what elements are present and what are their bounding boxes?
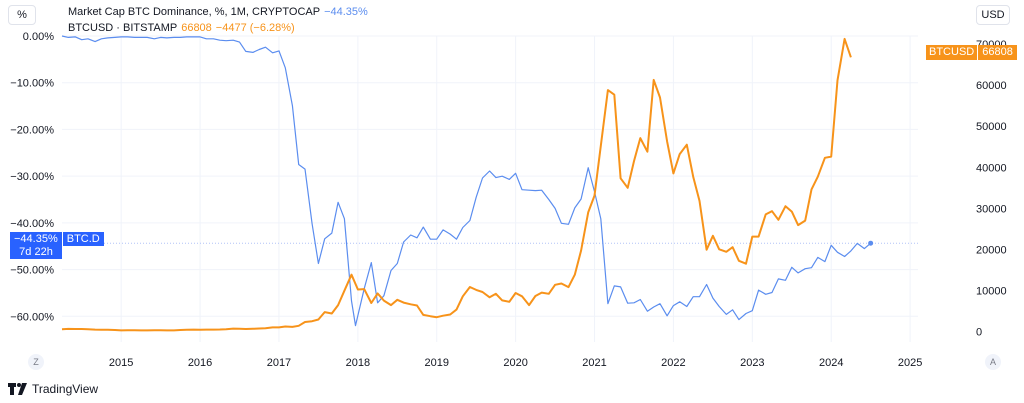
- legend-btc-title: BTCUSD · BITSTAMP: [68, 22, 178, 34]
- legend-btcd-value: −44.35%: [324, 6, 368, 18]
- left-tick-label: −40.00%: [10, 218, 54, 230]
- tradingview-logo-text: TradingView: [32, 382, 99, 396]
- right-tick-label: 20000: [976, 244, 1007, 256]
- right-tick-label: 40000: [976, 162, 1007, 174]
- time-tick-label: 2024: [819, 357, 843, 369]
- btcd-badge-value: −44.35%: [10, 232, 62, 246]
- btcd-last-point: [868, 240, 874, 246]
- time-axis: 2015 2016 2017 2018 2019 2020 2021 2022 2023 2024…: [109, 357, 922, 369]
- tradingview-logo-icon: [8, 383, 27, 395]
- btcd-series-line: [61, 35, 872, 327]
- left-tick-label: −10.00%: [10, 78, 54, 90]
- left-tick-label: 0.00%: [23, 31, 54, 43]
- time-tick-label: 2025: [898, 357, 922, 369]
- log-scale-button[interactable]: Z: [28, 354, 44, 370]
- time-tick-label: 2016: [188, 357, 212, 369]
- left-scale-button[interactable]: %: [8, 5, 36, 25]
- time-tick-label: 2020: [503, 357, 527, 369]
- btc-badge-value: 66808: [977, 45, 1017, 60]
- right-scale-button[interactable]: USD: [976, 5, 1010, 25]
- time-tick-label: 2018: [346, 357, 370, 369]
- legend-btc-change: −4477 (−6.28%): [215, 22, 295, 34]
- right-tick-label: 30000: [976, 203, 1007, 215]
- tradingview-logo[interactable]: TradingView: [8, 382, 98, 396]
- time-tick-label: 2015: [109, 357, 133, 369]
- right-tick-label: 60000: [976, 80, 1007, 92]
- right-tick-label: 0: [976, 326, 982, 338]
- legend-btcd[interactable]: Market Cap BTC Dominance, %, 1M, CRYPTOC…: [68, 6, 372, 18]
- left-tick-label: −20.00%: [10, 124, 54, 136]
- right-axis: 700006000050000400003000020000100000: [976, 39, 1007, 338]
- time-tick-label: 2021: [582, 357, 606, 369]
- left-tick-label: −30.00%: [10, 171, 54, 183]
- btcd-price-label: −44.35% BTC.D 7d 22h: [10, 232, 104, 259]
- btcd-badge-name: BTC.D: [61, 232, 104, 246]
- right-tick-label: 10000: [976, 285, 1007, 297]
- legend-btcd-title: Market Cap BTC Dominance, %, 1M, CRYPTOC…: [68, 6, 321, 18]
- legend-btc-value: 66808: [181, 22, 212, 34]
- left-tick-label: −60.00%: [10, 311, 54, 323]
- btcusd-series-line: [61, 37, 852, 332]
- right-tick-label: 50000: [976, 121, 1007, 133]
- time-tick-label: 2019: [425, 357, 449, 369]
- auto-scale-button[interactable]: A: [985, 354, 1001, 370]
- time-tick-label: 2022: [661, 357, 685, 369]
- grid: [62, 35, 918, 342]
- btc-price-label: BTCUSD 66808: [926, 45, 1017, 60]
- left-tick-label: −50.00%: [10, 265, 54, 277]
- time-tick-label: 2023: [740, 357, 764, 369]
- time-tick-label: 2017: [267, 357, 291, 369]
- legend-btc[interactable]: BTCUSD · BITSTAMP 66808 −4477 (−6.28%): [68, 22, 299, 34]
- left-axis: 0.00% −10.00% −20.00% −30.00% −40.00% −50.00%…: [10, 31, 54, 323]
- series-lines: [61, 35, 874, 332]
- btc-badge-name: BTCUSD: [926, 45, 978, 60]
- btcd-badge-countdown: 7d 22h: [10, 246, 62, 259]
